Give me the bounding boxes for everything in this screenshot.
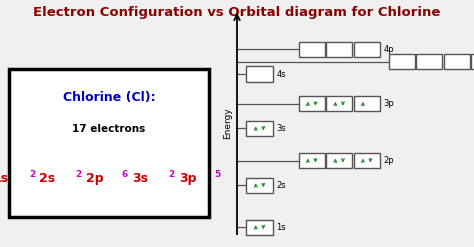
- Text: 2: 2: [168, 170, 174, 179]
- Text: 3p: 3p: [179, 172, 196, 185]
- Bar: [444, 54, 470, 69]
- Text: 2: 2: [75, 170, 82, 179]
- Bar: [299, 42, 325, 57]
- Text: 2p: 2p: [383, 156, 394, 165]
- Text: 2s: 2s: [39, 172, 55, 185]
- Bar: [416, 54, 442, 69]
- Text: Energy: Energy: [223, 108, 232, 139]
- Text: 4s: 4s: [276, 70, 286, 79]
- Bar: [326, 42, 352, 57]
- Text: Electron Configuration vs Orbital diagram for Chlorine: Electron Configuration vs Orbital diagra…: [33, 6, 441, 19]
- Text: 1s: 1s: [276, 223, 286, 232]
- Text: 3s: 3s: [276, 124, 286, 133]
- Text: 5: 5: [215, 170, 221, 179]
- Bar: [354, 153, 380, 168]
- Text: Chlorine (Cl):: Chlorine (Cl):: [63, 91, 155, 104]
- Text: 2: 2: [29, 170, 35, 179]
- Bar: [389, 54, 415, 69]
- Text: 17 electrons: 17 electrons: [73, 124, 146, 133]
- Bar: [471, 54, 474, 69]
- Text: 1s: 1s: [0, 172, 9, 185]
- Bar: [246, 220, 273, 235]
- Text: 4p: 4p: [383, 45, 394, 54]
- Text: 3p: 3p: [383, 99, 394, 108]
- Bar: [354, 42, 380, 57]
- Bar: [354, 96, 380, 111]
- Bar: [246, 178, 273, 193]
- Bar: [246, 121, 273, 136]
- Text: 3s: 3s: [132, 172, 148, 185]
- Bar: [326, 96, 352, 111]
- Text: 2p: 2p: [86, 172, 103, 185]
- Text: 2s: 2s: [276, 181, 286, 190]
- Text: 6: 6: [122, 170, 128, 179]
- Bar: [246, 66, 273, 82]
- Bar: [326, 153, 352, 168]
- Bar: [9, 69, 209, 217]
- Bar: [299, 96, 325, 111]
- Bar: [299, 153, 325, 168]
